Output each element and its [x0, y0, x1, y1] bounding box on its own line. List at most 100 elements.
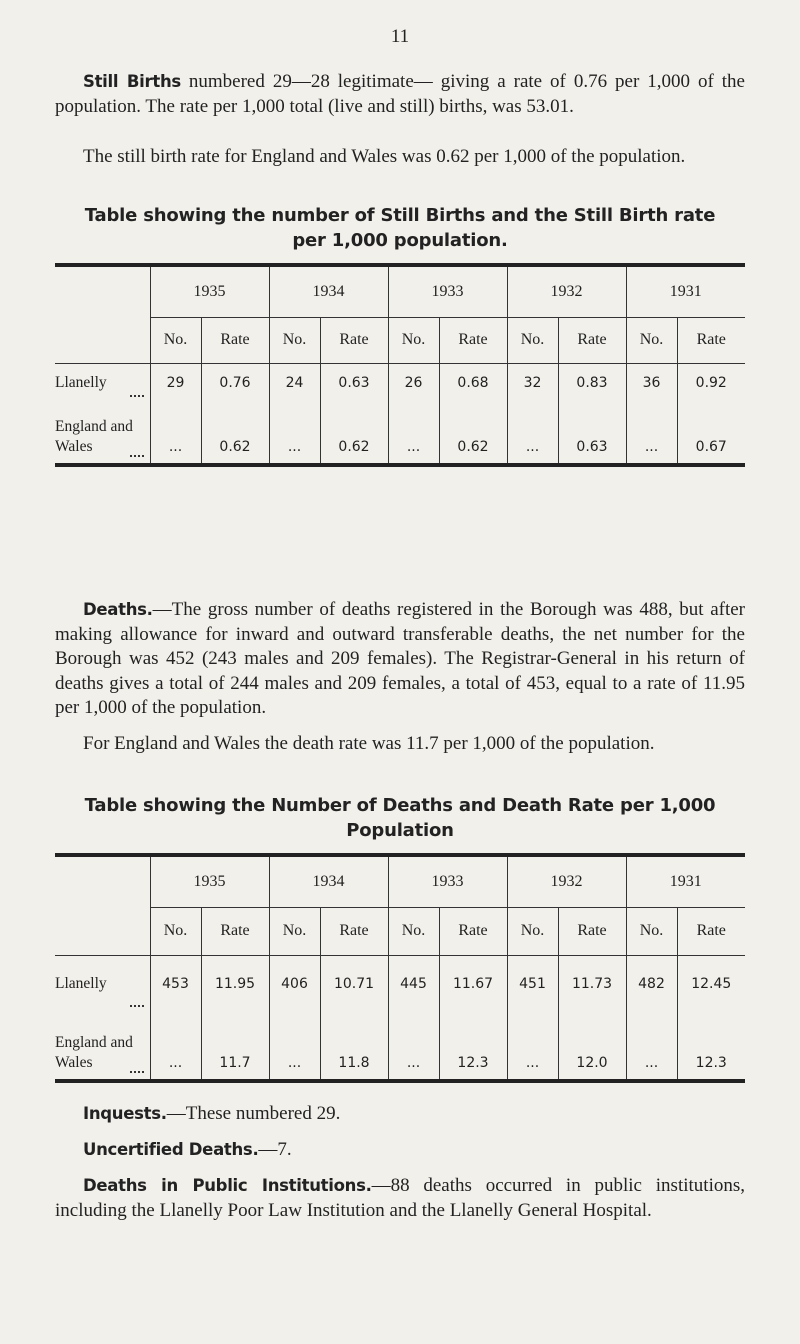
cell: 445 — [388, 955, 440, 1013]
corner — [55, 907, 151, 956]
cell: ... — [269, 403, 321, 465]
cell: ... — [626, 1013, 678, 1081]
text: numbered 29—28 legitimate— giving a rate… — [55, 71, 745, 117]
cell: 0.92 — [695, 375, 727, 392]
column-header: No. — [150, 907, 202, 956]
cell: ... — [626, 403, 678, 465]
subheader-row: No. Rate No. Rate No. Rate No. Rate No. Rate — [55, 907, 745, 956]
year-header: 1932 — [507, 265, 627, 318]
label-text: Llanelly — [55, 975, 107, 993]
cell: ... — [150, 1013, 202, 1081]
column-header: Rate — [439, 907, 508, 956]
cell: 26 — [388, 363, 440, 403]
row-label: Llanelly — [55, 363, 151, 403]
cell: 0.62 — [439, 403, 508, 465]
cell: 32 — [507, 363, 559, 403]
text: —These numbered 29. — [166, 1103, 341, 1124]
year-header: 1931 — [626, 265, 745, 318]
paragraph: The still birth rate for England and Wal… — [83, 146, 686, 167]
lead: Inquests. — [83, 1104, 167, 1123]
row-label: Llanelly — [55, 955, 151, 1013]
table-title: Table showing the Number of Deaths and D… — [84, 795, 716, 841]
cell: 0.76 — [201, 363, 270, 403]
column-header: No. — [150, 317, 202, 364]
data-row: Llanelly 29 0.76 24 0.63 26 0.68 32 0.83 36 0.92 — [55, 363, 745, 403]
column-header: No. — [269, 317, 321, 364]
column-header: Rate — [677, 317, 745, 364]
corner — [55, 265, 151, 317]
year-header: 1935 — [150, 265, 270, 318]
leader — [129, 455, 144, 457]
cell: 12.45 — [691, 976, 732, 993]
header-row: 1935 1934 1933 1932 1931 — [55, 265, 745, 318]
column-header: No. — [388, 907, 440, 956]
cell: 11.67 — [439, 955, 508, 1013]
page-number: 11 — [390, 26, 410, 47]
text: —88 deaths occurred in public institutio… — [55, 1175, 745, 1221]
cell: ... — [150, 403, 202, 465]
data-row: England and Wales... 11.7... 11.8... 12.3..… — [55, 1013, 745, 1081]
label-text: England and Wales — [55, 418, 133, 455]
row-label: England and Wales — [55, 1013, 151, 1081]
cell: 0.63 — [320, 363, 389, 403]
cell: 0.62 — [201, 403, 270, 465]
column-header: No. — [269, 907, 321, 956]
year-header: 1933 — [388, 265, 508, 318]
column-header: Rate — [558, 907, 627, 956]
paragraph: Inquests.—These numbered 29. — [55, 1102, 745, 1127]
cell: 11.8 — [320, 1013, 389, 1081]
cell: 11.95 — [201, 955, 270, 1013]
corner — [55, 317, 151, 364]
cell: 11.73 — [558, 955, 627, 1013]
text: —7. — [258, 1139, 292, 1160]
cell: 406 — [269, 955, 321, 1013]
column-header: No. — [507, 317, 559, 364]
year-header: 1933 — [388, 855, 508, 908]
lead: Still Births — [83, 72, 181, 91]
header-row: 1935 1934 1933 1932 1931 — [55, 855, 745, 908]
leader — [129, 1071, 144, 1073]
cell: 12.0 — [558, 1013, 627, 1081]
cell: ... — [507, 403, 559, 465]
lead: Deaths. — [83, 600, 153, 619]
cell: 29 — [150, 363, 202, 403]
table-title: Table showing the number of Still Births… — [84, 205, 716, 251]
lead: Uncertified Deaths. — [83, 1140, 259, 1159]
cell: 11.7 — [201, 1013, 270, 1081]
paragraph: Deaths.—The gross number of deaths regis… — [55, 598, 745, 721]
cell: 12.3 — [439, 1013, 508, 1081]
label-text: Llanelly — [55, 374, 107, 392]
cell: 0.83 — [558, 363, 627, 403]
paragraph: For England and Wales the death rate was… — [83, 733, 655, 754]
table: 1935 1934 1933 1932 1931 No. Rate No. Rate No. Rat… — [55, 853, 745, 1083]
column-header: Rate — [320, 317, 389, 364]
cell: 0.67 — [695, 439, 727, 455]
lead: Deaths in Public Institutions. — [83, 1176, 372, 1195]
year-header: 1934 — [269, 855, 389, 908]
data-row: Llanelly 453 11.95 406 10.71 445 11.67 451 11.73… — [55, 955, 745, 1013]
leader — [129, 1005, 144, 1007]
corner — [55, 855, 151, 907]
cell: 0.68 — [439, 363, 508, 403]
column-header: Rate — [201, 907, 270, 956]
cell: 12.3 — [695, 1055, 727, 1071]
cell: 24 — [269, 363, 321, 403]
table: 1935 1934 1933 1932 1931 No. Rate No. Rate No. Rat… — [55, 263, 745, 467]
year-header: 1935 — [150, 855, 270, 908]
column-header: Rate — [677, 907, 745, 956]
column-header: Rate — [439, 317, 508, 364]
cell: 451 — [507, 955, 559, 1013]
column-header: No. — [626, 317, 678, 364]
paragraph: Deaths in Public Institutions.—88 deaths… — [55, 1174, 745, 1223]
year-header: 1931 — [626, 855, 745, 908]
data-row: England and Wales... 0.62... 0.62... 0.62..… — [55, 403, 745, 465]
subheader-row: No. Rate No. Rate No. Rate No. Rate No. Rate — [55, 317, 745, 364]
cell: 10.71 — [320, 955, 389, 1013]
column-header: Rate — [558, 317, 627, 364]
leader — [129, 395, 144, 397]
cell: ... — [507, 1013, 559, 1081]
cell: ... — [388, 403, 440, 465]
label-text: England and Wales — [55, 1034, 133, 1071]
year-header: 1932 — [507, 855, 627, 908]
